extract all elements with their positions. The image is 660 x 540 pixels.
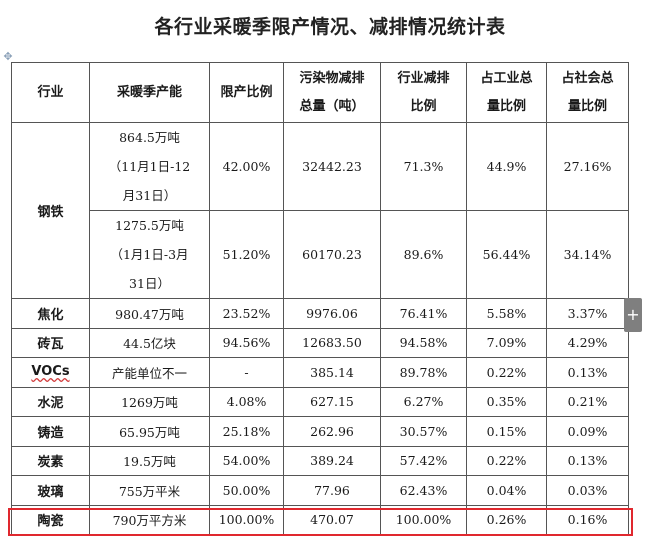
cell-social-share: 0.16% [546, 504, 629, 535]
cell-social-share: 0.21% [546, 386, 629, 417]
cell-industrial-share: 5.58% [466, 298, 547, 329]
header-industrial-share: 占工业总 量比例 [466, 62, 547, 123]
cell-industry-ratio: 100.00% [380, 504, 467, 535]
cell-industry-ratio: 89.78% [380, 357, 467, 388]
cell-social-share: 34.14% [546, 210, 629, 299]
cell-limit: 94.56% [209, 327, 284, 358]
cell-capacity: 864.5万吨 （11月1日-12 月31日） [89, 122, 210, 211]
cell-industry-ratio: 62.43% [380, 475, 467, 506]
cell-limit: 23.52% [209, 298, 284, 329]
cell-industry: 铸造 [11, 416, 90, 447]
cell-limit: 50.00% [209, 475, 284, 506]
cell-industrial-share: 0.04% [466, 475, 547, 506]
cell-reduction: 627.15 [283, 386, 381, 417]
table-row: 铸造 65.95万吨 25.18% 262.96 30.57% 0.15% 0.09% [11, 416, 629, 447]
cell-industry: 砖瓦 [11, 327, 90, 358]
cell-industrial-share: 0.35% [466, 386, 547, 417]
cell-industry: 钢铁 [11, 122, 90, 299]
cell-reduction: 12683.50 [283, 327, 381, 358]
cell-social-share: 0.13% [546, 445, 629, 476]
header-industry: 行业 [11, 62, 90, 123]
header-industry-ratio: 行业减排 比例 [380, 62, 467, 123]
cell-industry: 焦化 [11, 298, 90, 329]
cell-industry-ratio: 30.57% [380, 416, 467, 447]
header-social-share: 占社会总 量比例 [546, 62, 629, 123]
table-row: 焦化 980.47万吨 23.52% 9976.06 76.41% 5.58% 3.37% [11, 298, 629, 329]
table-row: 陶瓷 790万平方米 100.00% 470.07 100.00% 0.26% 0.16% [11, 504, 629, 535]
cell-industry: 水泥 [11, 386, 90, 417]
plus-icon[interactable]: + [624, 298, 642, 332]
cell-industry: VOCs [11, 357, 90, 388]
table-move-handle-icon[interactable]: ✥ [3, 50, 13, 63]
cell-capacity: 755万平米 [89, 475, 210, 506]
table-row: 玻璃 755万平米 50.00% 77.96 62.43% 0.04% 0.03% [11, 475, 629, 506]
cell-social-share: 0.13% [546, 357, 629, 388]
cell-reduction: 470.07 [283, 504, 381, 535]
table-row: 炭素 19.5万吨 54.00% 389.24 57.42% 0.22% 0.13% [11, 445, 629, 476]
cell-industry-ratio: 71.3% [380, 122, 467, 211]
header-limit-ratio: 限产比例 [209, 62, 284, 123]
cell-industrial-share: 56.44% [466, 210, 547, 299]
cell-limit: - [209, 357, 284, 388]
cell-industry: 炭素 [11, 445, 90, 476]
cell-limit: 25.18% [209, 416, 284, 447]
table-row: VOCs 产能单位不一 -385.14 89.78% 0.22% 0.13% [11, 357, 629, 388]
header-reduction-total: 污染物减排 总量（吨） [283, 62, 381, 123]
cell-industrial-share: 0.26% [466, 504, 547, 535]
cell-industry-ratio: 57.42% [380, 445, 467, 476]
table-row: 钢铁 864.5万吨 （11月1日-12 月31日） 42.00% 32442.23… [11, 122, 629, 299]
header-capacity: 采暖季产能 [89, 62, 210, 123]
cell-capacity: 19.5万吨 [89, 445, 210, 476]
table-row: 水泥 1269万吨 4.08% 627.15 6.27% 0.35% 0.21% [11, 386, 629, 417]
cell-reduction: 262.96 [283, 416, 381, 447]
cell-social-share: 0.03% [546, 475, 629, 506]
cell-capacity: 产能单位不一 [89, 357, 210, 388]
cell-reduction: 32442.23 [283, 122, 381, 211]
header-row: 行业 采暖季产能 限产比例 污染物减排 总量（吨） 行业减排 比例 占工业总 量比例 … [11, 62, 629, 123]
page-title: 各行业采暖季限产情况、减排情况统计表 [154, 16, 506, 38]
table-row: 砖瓦 44.5亿块 94.56% 12683.50 94.58% 7.09% 4.29% [11, 327, 629, 358]
cell-social-share: 0.09% [546, 416, 629, 447]
cell-reduction: 77.96 [283, 475, 381, 506]
cell-industry-ratio: 76.41% [380, 298, 467, 329]
cell-limit: 51.20% [209, 210, 284, 299]
cell-capacity: 790万平方米 [89, 504, 210, 535]
statistics-table: 行业 采暖季产能 限产比例 污染物减排 总量（吨） 行业减排 比例 占工业总 量比例 … [11, 62, 629, 535]
cell-industrial-share: 44.9% [466, 122, 547, 211]
cell-industrial-share: 0.22% [466, 357, 547, 388]
cell-capacity: 1269万吨 [89, 386, 210, 417]
cell-industrial-share: 7.09% [466, 327, 547, 358]
cell-industry-ratio: 6.27% [380, 386, 467, 417]
cell-limit: 100.00% [209, 504, 284, 535]
cell-social-share: 3.37% [546, 298, 629, 329]
cell-capacity: 44.5亿块 [89, 327, 210, 358]
cell-industrial-share: 0.15% [466, 416, 547, 447]
table-row: 1275.5万吨 （1月1日-3月 31日） 51.20% 60170.23 89.… [12, 210, 629, 299]
cell-industry-ratio: 94.58% [380, 327, 467, 358]
cell-industry: 玻璃 [11, 475, 90, 506]
cell-capacity: 1275.5万吨 （1月1日-3月 31日） [89, 210, 210, 299]
cell-industry: 陶瓷 [11, 504, 90, 535]
cell-reduction: 9976.06 [283, 298, 381, 329]
cell-industry-ratio: 89.6% [380, 210, 467, 299]
cell-social-share: 4.29% [546, 327, 629, 358]
cell-reduction: 385.14 [283, 357, 381, 388]
cell-limit: 42.00% [209, 122, 284, 211]
cell-capacity: 980.47万吨 [89, 298, 210, 329]
cell-limit: 4.08% [209, 386, 284, 417]
cell-reduction: 389.24 [283, 445, 381, 476]
cell-reduction: 60170.23 [283, 210, 381, 299]
cell-capacity: 65.95万吨 [89, 416, 210, 447]
cell-industrial-share: 0.22% [466, 445, 547, 476]
cell-limit: 54.00% [209, 445, 284, 476]
cell-social-share: 27.16% [546, 122, 629, 211]
